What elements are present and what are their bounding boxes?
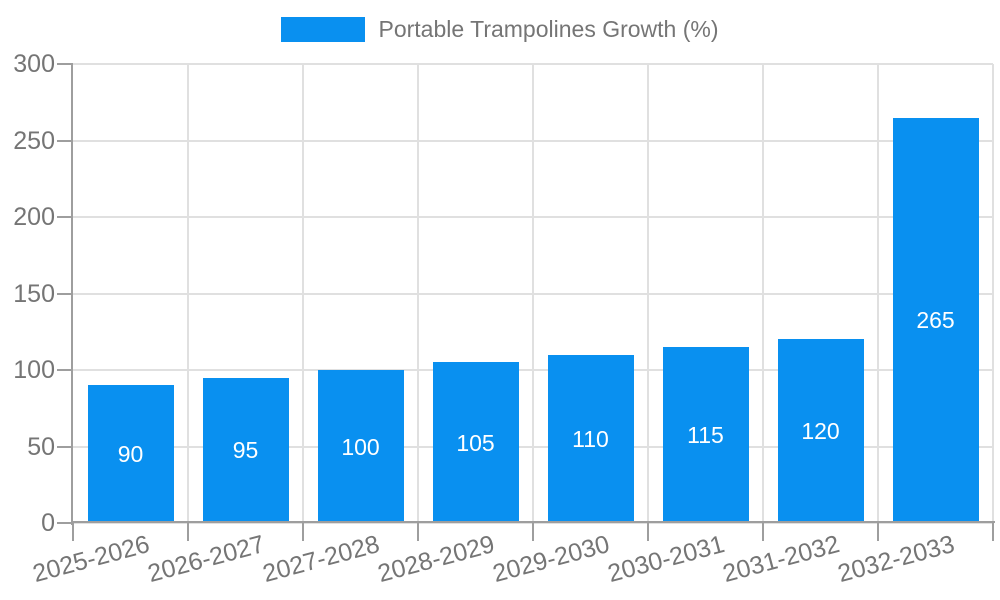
bar-2031-2032[interactable]: 120 <box>777 339 864 523</box>
x-axis-tick <box>877 523 879 541</box>
y-axis-tick <box>57 292 73 295</box>
x-axis-tick <box>417 523 419 541</box>
y-axis-tick-label: 150 <box>13 279 55 308</box>
y-axis-tick <box>57 445 73 448</box>
y-axis-tick-label: 250 <box>13 126 55 155</box>
x-axis-tick <box>302 523 304 541</box>
x-axis-tick <box>762 523 764 541</box>
y-axis-tick-label: 200 <box>13 203 55 231</box>
legend-label: Portable Trampolines Growth (%) <box>378 16 719 42</box>
y-axis-line <box>71 64 73 525</box>
legend: Portable Trampolines Growth (%) <box>0 16 1000 43</box>
x-axis-tick <box>532 523 534 541</box>
y-axis-tick <box>57 369 73 371</box>
y-axis-tick-label: 100 <box>13 356 55 384</box>
bar-value-label: 100 <box>341 433 380 460</box>
gridline-vertical <box>417 64 419 523</box>
x-axis-tick-label: 2027-2028 <box>259 530 383 589</box>
bar-2027-2028[interactable]: 100 <box>317 370 404 523</box>
bar-value-label: 90 <box>117 441 144 468</box>
legend-swatch-icon <box>281 17 366 42</box>
bar-2028-2029[interactable]: 105 <box>432 362 519 523</box>
bar-value-label: 105 <box>456 429 495 456</box>
bar-2025-2026[interactable]: 90 <box>87 385 174 523</box>
bar-value-label: 95 <box>232 437 259 464</box>
legend-item-portable-trampolines-growth[interactable]: Portable Trampolines Growth (%) <box>281 16 719 43</box>
y-axis-tick-label: 0 <box>41 509 55 537</box>
gridline-vertical <box>532 64 534 523</box>
x-axis-tick-label: 2031-2032 <box>719 530 843 589</box>
x-axis-tick-label: 2032-2033 <box>834 530 958 589</box>
x-axis-tick <box>647 523 649 541</box>
bar-value-label: 265 <box>916 307 955 334</box>
x-axis-tick <box>992 523 994 541</box>
y-axis-tick <box>57 63 73 65</box>
gridline-vertical <box>187 64 189 523</box>
bar-value-label: 115 <box>687 422 724 449</box>
gridline-vertical <box>877 64 879 523</box>
bar-value-label: 120 <box>801 418 840 445</box>
x-axis-tick <box>187 523 189 541</box>
x-axis-tick-label: 2028-2029 <box>374 530 498 589</box>
x-axis-tick-label: 2025-2026 <box>29 530 153 589</box>
x-axis-tick-label: 2026-2027 <box>144 530 268 589</box>
bar-2026-2027[interactable]: 95 <box>202 377 289 523</box>
x-axis-tick-label: 2030-2031 <box>604 530 728 589</box>
y-axis-tick-label: 300 <box>13 50 55 78</box>
bar-value-label: 110 <box>572 425 609 452</box>
x-axis-line <box>71 521 995 523</box>
gridline-vertical <box>302 64 304 523</box>
bar-2030-2031[interactable]: 115 <box>662 347 749 523</box>
gridline-vertical <box>992 64 994 523</box>
y-axis-tick-label: 50 <box>27 432 55 461</box>
y-axis-tick <box>57 216 73 218</box>
bar-2029-2030[interactable]: 110 <box>547 354 634 523</box>
x-axis-tick <box>72 523 74 541</box>
plot-area: 90 95 100 105 110 115 120 265 <box>73 63 994 524</box>
gridline-vertical <box>762 64 764 523</box>
y-axis-tick <box>57 522 73 524</box>
y-axis-tick <box>57 139 73 142</box>
bar-2032-2033[interactable]: 265 <box>892 117 979 523</box>
gridline-vertical <box>647 64 649 523</box>
x-axis-tick-label: 2029-2030 <box>489 530 613 589</box>
